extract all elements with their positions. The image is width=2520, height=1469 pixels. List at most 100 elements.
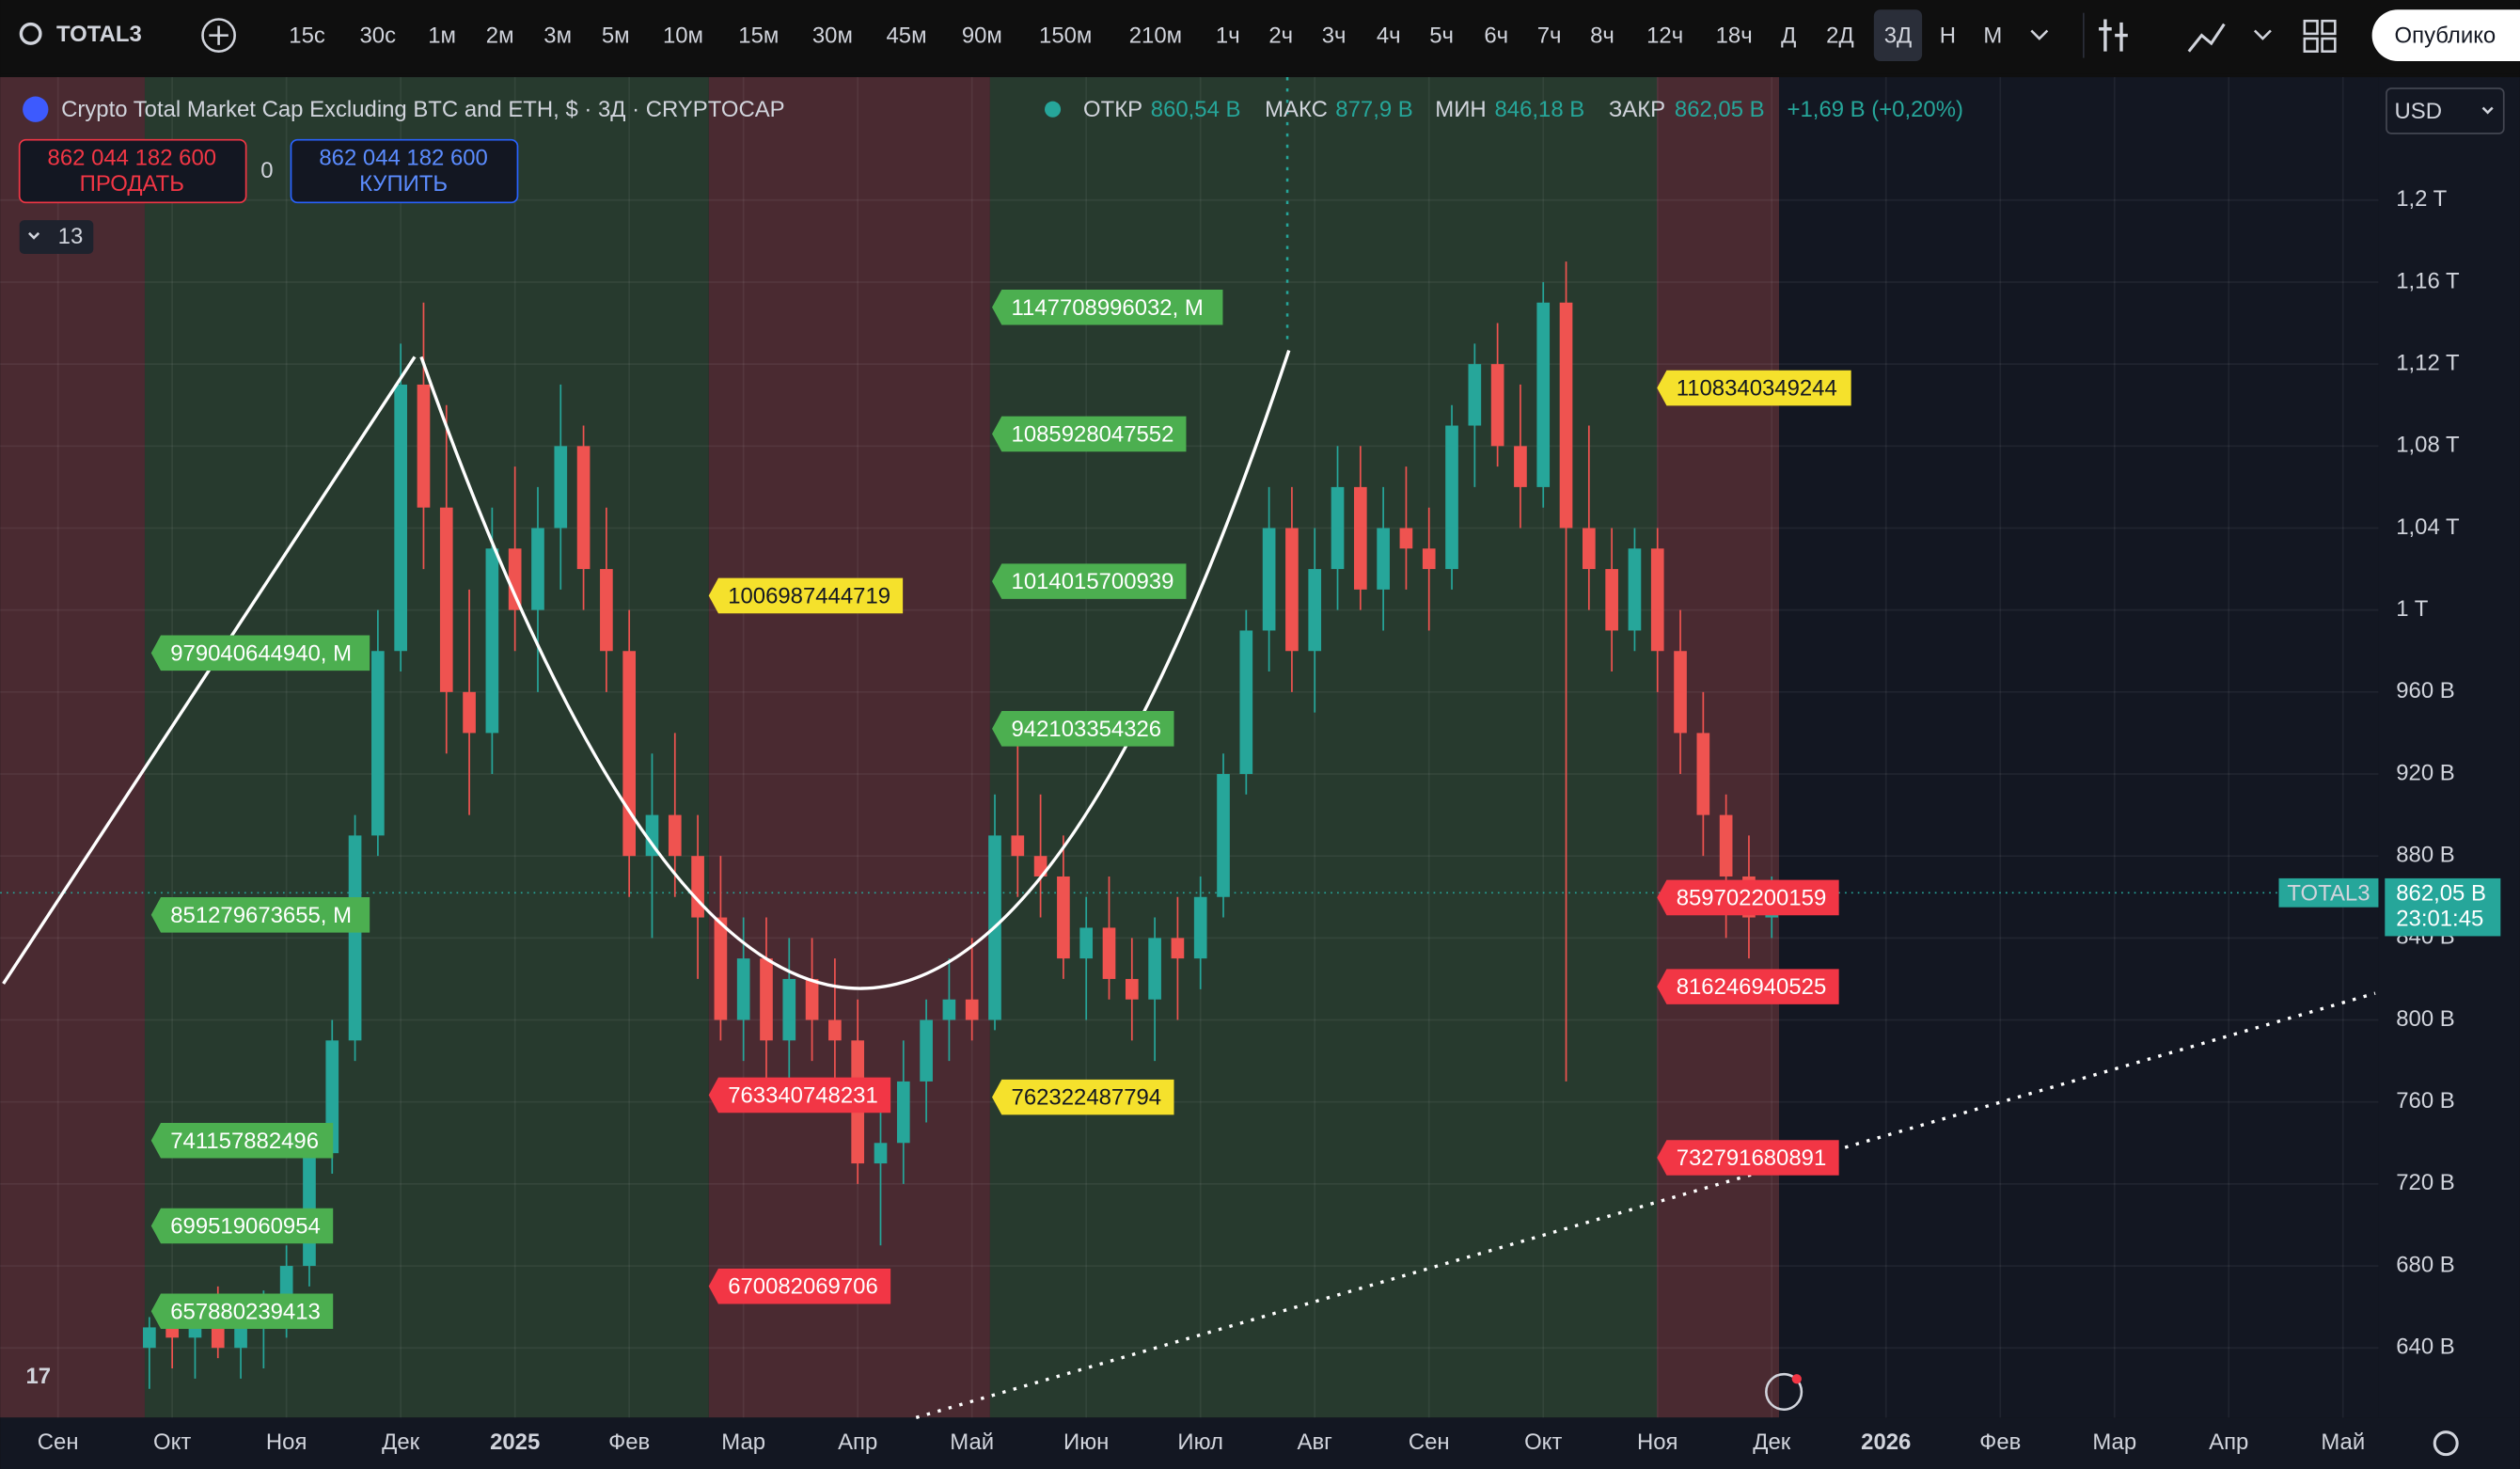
annotation-label: 851279673655, M — [170, 903, 352, 928]
candle-body — [1353, 486, 1367, 590]
currency: USD — [2395, 99, 2442, 124]
interval[interactable]: 90м — [962, 24, 1002, 49]
y-tick-label: 720 B — [2396, 1170, 2454, 1195]
y-tick-label: 1,16 T — [2396, 268, 2460, 293]
candle-body — [714, 917, 728, 1020]
interval[interactable]: 8ч — [1590, 24, 1614, 49]
annotation-box — [150, 1293, 334, 1330]
candle-body — [622, 651, 637, 857]
interval[interactable]: 12ч — [1646, 24, 1683, 49]
buy-button[interactable] — [290, 138, 519, 204]
candle-body — [1650, 548, 1664, 652]
candle-body — [805, 978, 819, 1020]
indicators-button[interactable] — [2187, 23, 2226, 53]
candle-body — [1193, 896, 1207, 959]
candle-body — [143, 1327, 156, 1349]
settings-icon[interactable] — [2433, 1430, 2459, 1457]
y-tick-label: 680 B — [2396, 1252, 2454, 1277]
layout-button[interactable] — [2303, 19, 2337, 53]
candle-body — [1308, 569, 1322, 652]
interval[interactable]: 2Д — [1826, 24, 1854, 49]
candle-body — [1102, 927, 1116, 979]
annotation-box — [708, 1268, 891, 1304]
candle-body — [1468, 364, 1482, 426]
annotation-box — [150, 635, 370, 671]
alert-icon[interactable] — [1765, 1372, 1803, 1412]
interval[interactable]: 3Д — [1884, 24, 1913, 49]
currency-select[interactable] — [2386, 87, 2505, 134]
interval[interactable]: 210м — [1129, 24, 1182, 49]
red-band — [1657, 77, 1779, 1418]
annotation-box — [150, 1208, 334, 1244]
indicators-menu[interactable] — [2253, 29, 2272, 40]
candle-body — [1674, 651, 1687, 734]
chart-type[interactable] — [2099, 19, 2128, 52]
interval[interactable]: 5м — [602, 24, 630, 49]
candle-body — [760, 958, 773, 1041]
candle-body — [1536, 302, 1551, 487]
candle-body — [554, 446, 568, 529]
x-tick-label: Ноя — [266, 1430, 307, 1455]
alert-dot — [1791, 1374, 1802, 1384]
search-icon[interactable] — [19, 22, 42, 45]
candle-body — [1239, 630, 1253, 775]
interval[interactable]: 15с — [289, 24, 325, 49]
candle-body — [1719, 814, 1733, 877]
sell-button[interactable] — [18, 138, 247, 204]
interval-menu[interactable] — [2030, 29, 2049, 40]
sell-price: 862 044 182 600 — [48, 146, 216, 171]
candle-body — [1331, 486, 1345, 570]
green-band — [144, 77, 709, 1418]
add-symbol[interactable] — [201, 18, 236, 53]
indicators-toggle[interactable] — [19, 220, 94, 255]
publish-button[interactable] — [2371, 9, 2520, 61]
x-tick-label: Сен — [38, 1430, 79, 1455]
candle-body — [485, 548, 499, 734]
y-tick-label: 920 B — [2396, 760, 2454, 785]
interval[interactable]: 5ч — [1429, 24, 1454, 49]
annotation-label: 657880239413 — [170, 1299, 321, 1324]
interval[interactable]: 1ч — [1216, 24, 1240, 49]
interval[interactable]: 15м — [738, 24, 779, 49]
interval[interactable]: 30с — [360, 24, 397, 49]
y-tick-label: 1,12 T — [2396, 350, 2460, 375]
interval[interactable]: 10м — [663, 24, 703, 49]
change-value: +1,69 B (+0,20%) — [1788, 97, 1963, 122]
annotation-box — [992, 1079, 1174, 1115]
y-tick-label: 800 B — [2396, 1006, 2454, 1032]
session-bands — [0, 77, 1779, 1418]
interval[interactable]: 4ч — [1377, 24, 1401, 49]
interval[interactable]: 1м — [428, 24, 456, 49]
last-price-box — [2385, 877, 2501, 937]
toolbar — [0, 0, 2520, 74]
annotation-label: 942103354326 — [1012, 717, 1162, 742]
interval[interactable]: 45м — [887, 24, 927, 49]
interval[interactable]: 2м — [486, 24, 514, 49]
interval[interactable]: М — [1983, 24, 2002, 49]
last-price-label: 862,05 B — [2396, 880, 2486, 906]
sell-label: ПРОДАТЬ — [80, 171, 184, 197]
annotation-box — [1657, 370, 1851, 406]
candle-body — [348, 835, 362, 1041]
interval[interactable]: 3ч — [1322, 24, 1347, 49]
interval[interactable]: 18ч — [1716, 24, 1753, 49]
interval[interactable]: 30м — [812, 24, 853, 49]
interval[interactable]: 150м — [1039, 24, 1092, 49]
interval[interactable]: 6ч — [1484, 24, 1508, 49]
y-tick-label: 760 B — [2396, 1088, 2454, 1114]
candle-body — [1422, 548, 1436, 570]
interval[interactable]: 3м — [543, 24, 572, 49]
symbol[interactable]: TOTAL3 — [56, 22, 142, 47]
candle-body — [1125, 978, 1139, 1000]
interval[interactable]: 2ч — [1268, 24, 1293, 49]
candle-body — [1399, 528, 1413, 549]
interval[interactable]: Н — [1940, 24, 1956, 49]
last-timer: 23:01:45 — [2396, 907, 2483, 932]
indicators-count: 13 — [58, 224, 84, 249]
y-tick-label: 640 B — [2396, 1335, 2454, 1360]
interval[interactable]: Д — [1781, 24, 1796, 49]
candle-body — [463, 691, 476, 734]
interval[interactable]: 7ч — [1537, 24, 1562, 49]
candle-body — [1171, 938, 1185, 959]
x-tick-label: Май — [2321, 1430, 2365, 1455]
